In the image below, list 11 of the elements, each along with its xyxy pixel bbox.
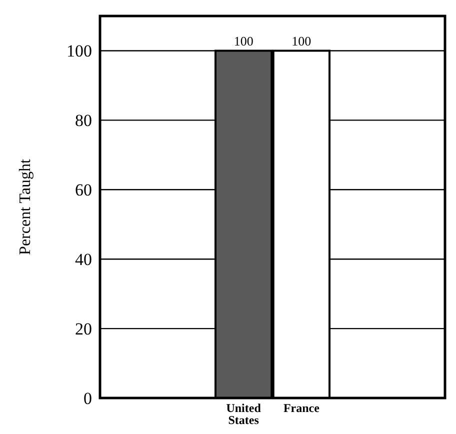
- x-tick-label: United States: [226, 401, 262, 427]
- x-tick-label: France: [283, 401, 320, 415]
- y-tick-label: 100: [66, 42, 92, 61]
- y-tick-label: 80: [75, 111, 92, 130]
- y-axis-title: Percent Taught: [17, 158, 34, 255]
- y-tick-label: 40: [75, 250, 92, 270]
- data-label: 100: [234, 34, 254, 49]
- data-label: 100: [292, 34, 312, 49]
- y-tick-label: 20: [75, 319, 92, 338]
- y-tick-label: 60: [75, 180, 92, 200]
- y-tick-label: 0: [84, 388, 92, 408]
